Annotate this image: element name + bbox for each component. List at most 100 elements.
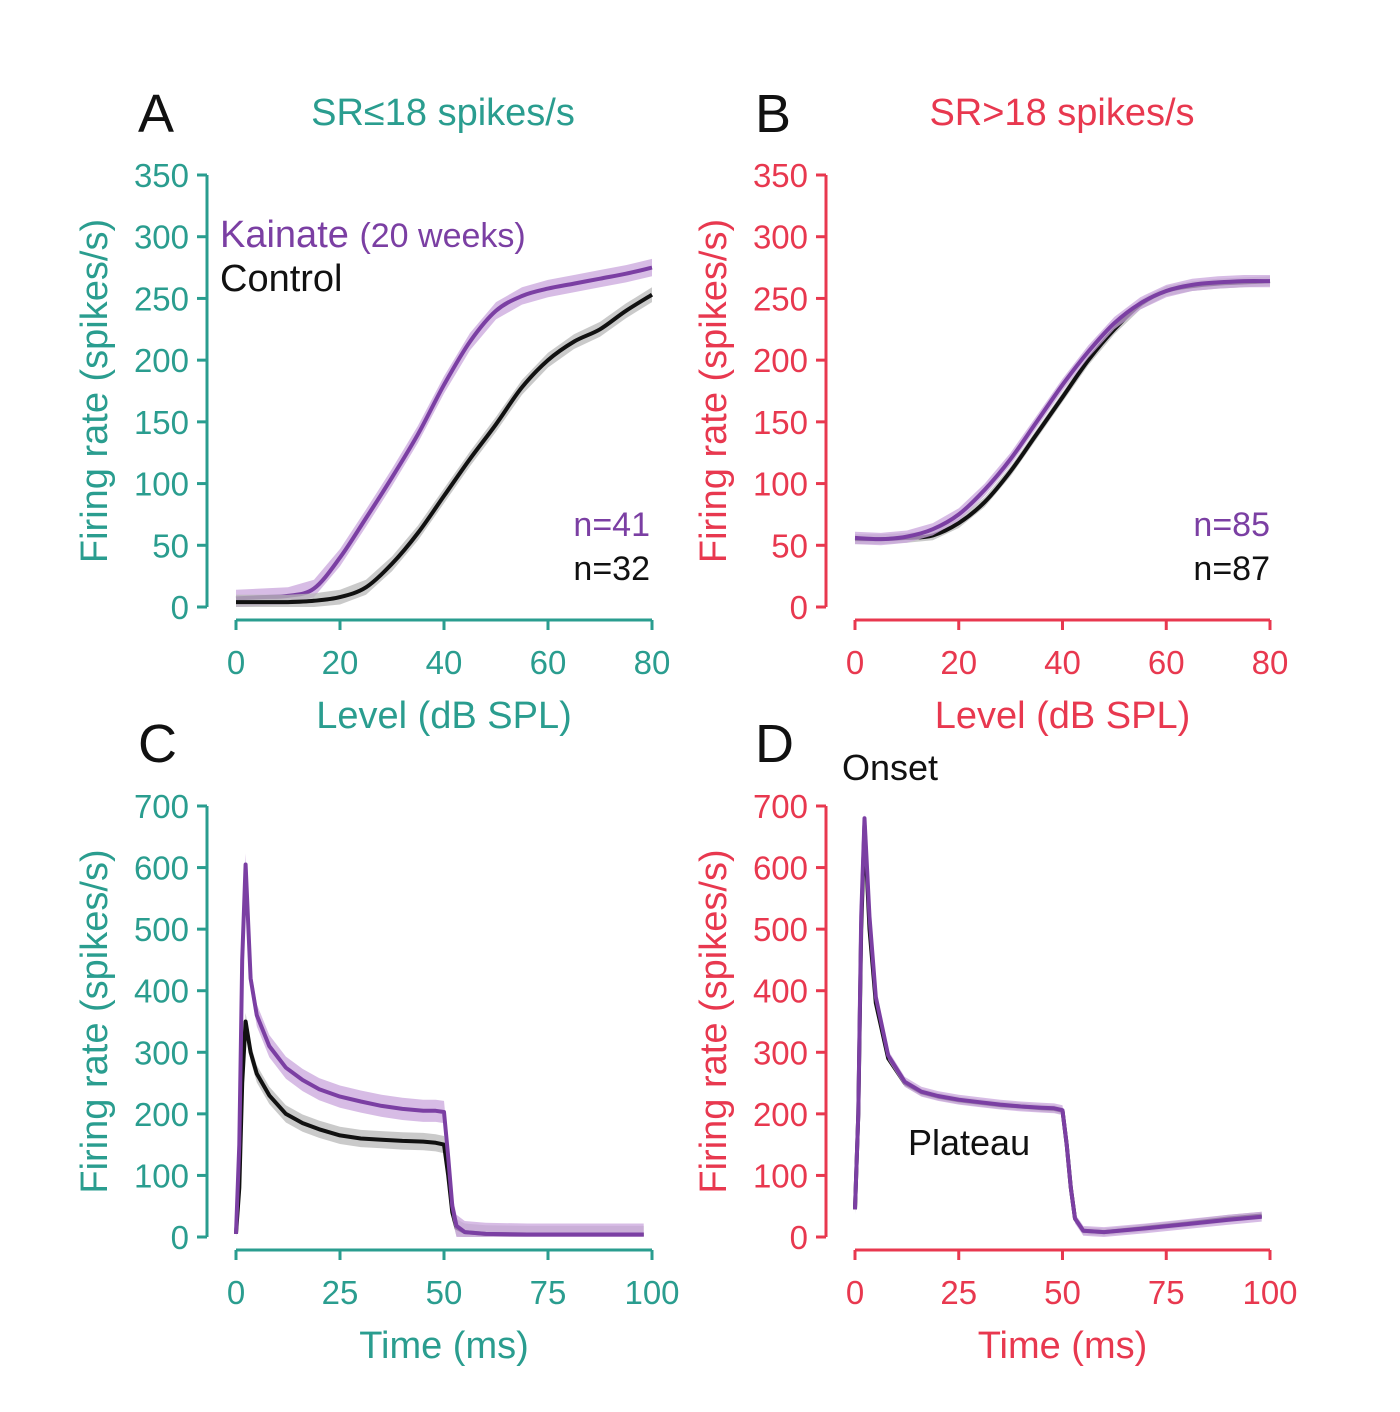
series-group bbox=[854, 275, 1271, 546]
x-axis-label: Level (dB SPL) bbox=[935, 695, 1191, 737]
y-tick-label: 0 bbox=[171, 589, 189, 626]
y-axis-label: Firing rate (spikes/s) bbox=[74, 849, 116, 1193]
y-axis-label: Firing rate (spikes/s) bbox=[74, 219, 116, 563]
y-tick-label: 100 bbox=[753, 1157, 808, 1194]
y-tick-label: 500 bbox=[753, 911, 808, 948]
x-tick-label: 60 bbox=[530, 644, 567, 681]
y-tick-label: 500 bbox=[134, 911, 189, 948]
y-tick-label: 400 bbox=[753, 973, 808, 1010]
series-line-kainate bbox=[853, 816, 1262, 1235]
x-axis: 0 20 40 60 80 Level (dB SPL) bbox=[846, 618, 1289, 737]
x-tick-label: 25 bbox=[322, 1274, 359, 1311]
series-group bbox=[235, 258, 654, 607]
x-tick-label: 20 bbox=[322, 644, 359, 681]
x-tick-label: 50 bbox=[426, 1274, 463, 1311]
x-tick-label: 50 bbox=[1044, 1274, 1081, 1311]
y-tick-label: 100 bbox=[134, 1157, 189, 1194]
x-tick-label: 0 bbox=[227, 644, 245, 681]
y-tick-label: 150 bbox=[753, 404, 808, 441]
y-tick-label: 0 bbox=[790, 589, 808, 626]
x-axis-label: Time (ms) bbox=[978, 1325, 1148, 1367]
x-tick-label: 80 bbox=[1252, 644, 1289, 681]
series-line-kainate bbox=[235, 265, 653, 601]
y-tick-label: 50 bbox=[771, 527, 808, 564]
annotation-onset: Onset bbox=[842, 747, 938, 788]
x-axis-label: Time (ms) bbox=[359, 1325, 529, 1367]
y-tick-label: 50 bbox=[152, 527, 189, 564]
panel-label: C bbox=[138, 714, 177, 774]
y-tick-label: 300 bbox=[134, 1034, 189, 1071]
y-tick-label: 0 bbox=[790, 1219, 808, 1256]
y-axis: 0 50 100 150 200 250 300 350 Firing rate (spikes… bbox=[693, 157, 828, 626]
y-tick-label: 200 bbox=[134, 342, 189, 379]
y-tick-label: 300 bbox=[753, 219, 808, 256]
legend-control: Control bbox=[220, 258, 343, 300]
x-axis: 0 25 50 75 100 Time (ms) bbox=[846, 1248, 1298, 1367]
panel-b: B SR>18 spikes/s n=85 n=87 0501001502002… bbox=[693, 84, 1288, 737]
y-tick-label: 250 bbox=[134, 280, 189, 317]
y-tick-label: 250 bbox=[753, 280, 808, 317]
error-band-kainate bbox=[236, 853, 644, 1237]
annotation-plateau: Plateau bbox=[908, 1122, 1030, 1163]
y-axis: 0 50 100 150 200 250 300 350 Firing rate (spikes… bbox=[74, 157, 209, 626]
y-tick-label: 100 bbox=[134, 466, 189, 503]
y-tick-label: 350 bbox=[134, 157, 189, 194]
y-tick-label: 150 bbox=[134, 404, 189, 441]
y-tick-label: 200 bbox=[753, 342, 808, 379]
y-tick-label: 300 bbox=[134, 219, 189, 256]
x-tick-label: 40 bbox=[1044, 644, 1081, 681]
x-axis: 0 20 40 60 80 Level (dB SPL) bbox=[227, 618, 671, 737]
x-tick-label: 0 bbox=[227, 1274, 245, 1311]
y-axis: 0 100 200 300 400 500 600 700 Firing rate (spike… bbox=[74, 788, 209, 1256]
y-axis: 0 100 200 300 400 500 600 700 Firing rate (spike… bbox=[693, 788, 828, 1256]
y-tick-label: 200 bbox=[134, 1096, 189, 1133]
n-label-control: n=32 bbox=[573, 550, 650, 588]
x-axis: 0 25 50 75 100 Time (ms) bbox=[227, 1248, 680, 1367]
x-tick-label: 20 bbox=[940, 644, 977, 681]
y-axis-label: Firing rate (spikes/s) bbox=[693, 849, 735, 1193]
y-tick-label: 350 bbox=[753, 157, 808, 194]
x-tick-label: 100 bbox=[1242, 1274, 1297, 1311]
legend-kainate: Kainate (20 weeks) bbox=[220, 214, 526, 256]
y-tick-label: 0 bbox=[171, 1219, 189, 1256]
error-band-control bbox=[855, 820, 1262, 1236]
y-tick-label: 700 bbox=[134, 788, 189, 825]
y-tick-label: 700 bbox=[753, 788, 808, 825]
legend-kainate-label: Kainate bbox=[220, 214, 349, 256]
n-label-kainate: n=85 bbox=[1193, 506, 1270, 544]
panel-label: B bbox=[755, 84, 791, 144]
panel-label: D bbox=[755, 714, 794, 774]
error-band-kainate bbox=[855, 813, 1262, 1237]
n-label-control: n=87 bbox=[1193, 550, 1270, 588]
n-label-kainate: n=41 bbox=[573, 506, 650, 544]
x-tick-label: 60 bbox=[1148, 644, 1185, 681]
x-axis-label: Level (dB SPL) bbox=[316, 695, 572, 737]
y-tick-label: 400 bbox=[134, 973, 189, 1010]
panel-title: SR>18 spikes/s bbox=[929, 92, 1194, 134]
x-tick-label: 0 bbox=[846, 1274, 864, 1311]
series-line-control bbox=[853, 822, 1262, 1235]
error-band-control bbox=[855, 276, 1270, 545]
x-tick-label: 75 bbox=[530, 1274, 567, 1311]
series-line-control bbox=[854, 279, 1271, 542]
legend-kainate-sub: (20 weeks) bbox=[359, 217, 525, 255]
y-tick-label: 100 bbox=[753, 466, 808, 503]
x-tick-label: 25 bbox=[940, 1274, 977, 1311]
panel-title: SR≤18 spikes/s bbox=[311, 92, 575, 134]
error-band-control bbox=[236, 287, 652, 607]
series-group bbox=[853, 813, 1262, 1237]
error-band-kainate bbox=[855, 275, 1270, 546]
x-tick-label: 80 bbox=[634, 644, 671, 681]
y-tick-label: 300 bbox=[753, 1034, 808, 1071]
y-tick-label: 200 bbox=[753, 1096, 808, 1133]
panel-a: A SR≤18 spikes/s Kainate (20 weeks) Cont… bbox=[74, 84, 670, 737]
x-tick-label: 40 bbox=[426, 644, 463, 681]
x-tick-label: 0 bbox=[846, 644, 864, 681]
error-band-control bbox=[236, 1012, 644, 1237]
series-line-kainate bbox=[854, 279, 1271, 542]
panel-label: A bbox=[138, 84, 174, 144]
series-line-kainate bbox=[234, 862, 644, 1237]
y-tick-label: 600 bbox=[134, 850, 189, 887]
x-tick-label: 75 bbox=[1148, 1274, 1185, 1311]
